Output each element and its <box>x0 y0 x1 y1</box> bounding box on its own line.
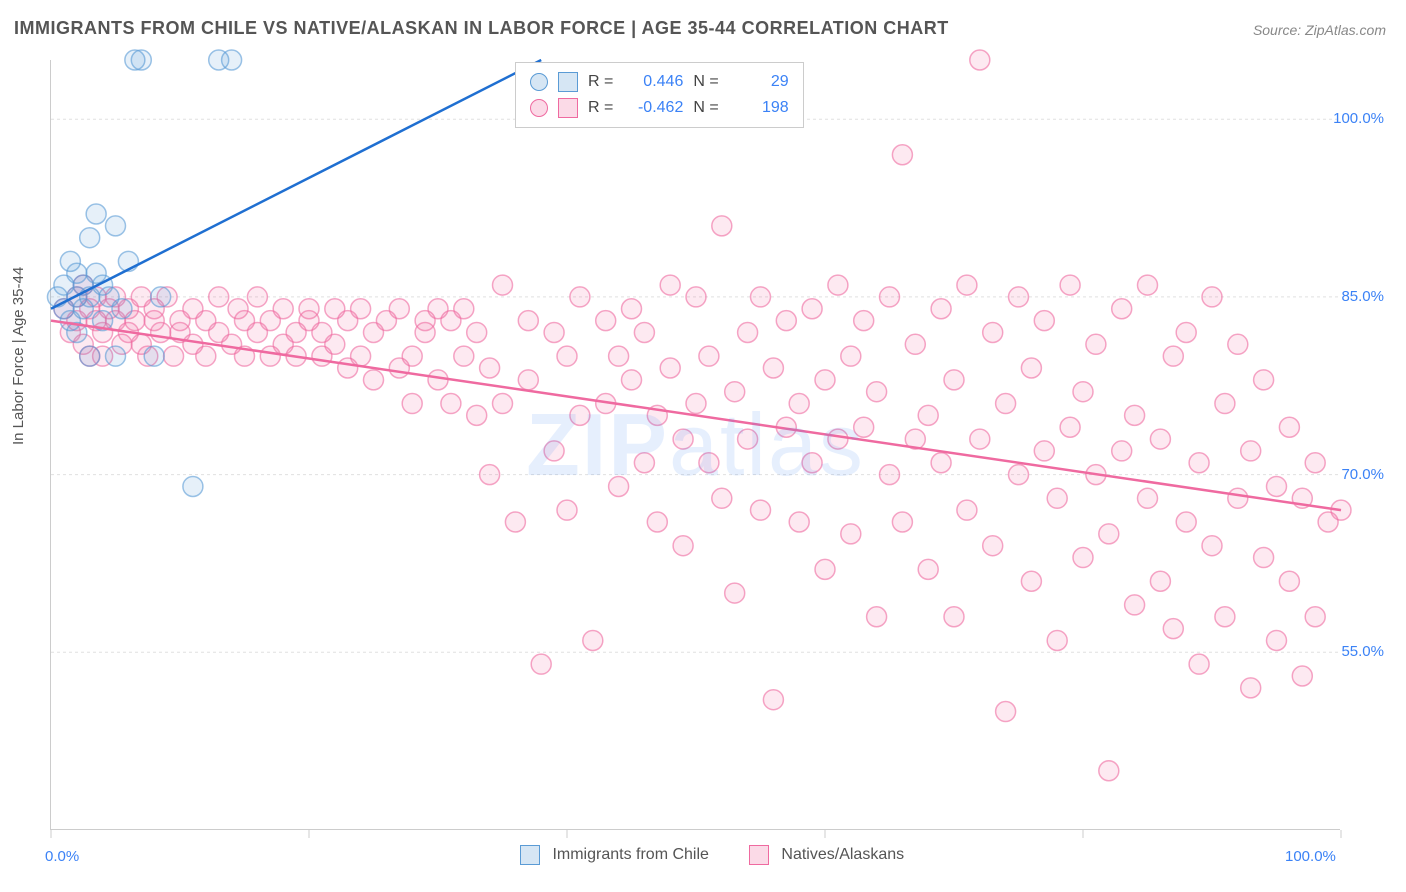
r-label: R = <box>588 95 613 121</box>
n-value-1: 29 <box>729 69 789 95</box>
chart-title: IMMIGRANTS FROM CHILE VS NATIVE/ALASKAN … <box>14 18 949 39</box>
y-tick-label: 70.0% <box>1341 466 1384 483</box>
legend-label-2: Natives/Alaskans <box>781 846 904 863</box>
circle-marker-icon <box>530 99 548 117</box>
legend-item-1: Immigrants from Chile <box>520 845 709 865</box>
stats-row-1: R = 0.446 N = 29 <box>530 69 789 95</box>
y-axis-label: In Labor Force | Age 35-44 <box>10 267 27 445</box>
n-value-2: 198 <box>729 95 789 121</box>
r-label: R = <box>588 69 613 95</box>
stats-legend: R = 0.446 N = 29 R = -0.462 N = 198 <box>515 62 804 128</box>
r-value-2: -0.462 <box>623 95 683 121</box>
x-tick-label: 0.0% <box>45 848 79 865</box>
square-swatch-icon <box>558 72 578 92</box>
legend-item-2: Natives/Alaskans <box>749 845 904 865</box>
stats-row-2: R = -0.462 N = 198 <box>530 95 789 121</box>
n-label: N = <box>693 95 718 121</box>
plot-svg <box>51 60 1341 830</box>
x-tick-label: 100.0% <box>1285 848 1336 865</box>
source-label: Source: ZipAtlas.com <box>1253 22 1386 38</box>
series-legend: Immigrants from Chile Natives/Alaskans <box>520 845 904 865</box>
n-label: N = <box>693 69 718 95</box>
y-tick-label: 85.0% <box>1341 288 1384 305</box>
y-tick-label: 100.0% <box>1333 110 1384 127</box>
square-swatch-icon <box>520 845 540 865</box>
plot-area: ZIPatlas <box>50 60 1340 830</box>
square-swatch-icon <box>749 845 769 865</box>
square-swatch-icon <box>558 98 578 118</box>
r-value-1: 0.446 <box>623 69 683 95</box>
circle-marker-icon <box>530 73 548 91</box>
legend-label-1: Immigrants from Chile <box>552 846 708 863</box>
y-tick-label: 55.0% <box>1341 643 1384 660</box>
chart-container: IMMIGRANTS FROM CHILE VS NATIVE/ALASKAN … <box>0 0 1406 892</box>
